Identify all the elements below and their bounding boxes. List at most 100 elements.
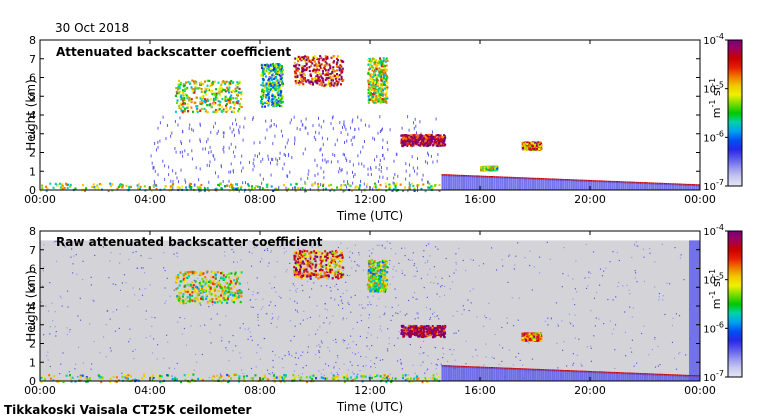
noise-pixel [47, 359, 49, 361]
noise-pixel [392, 315, 394, 317]
signal-pixel [238, 130, 240, 134]
cloud-pixel [228, 290, 231, 293]
noise-pixel [416, 312, 418, 314]
cloud-pixel [260, 95, 263, 98]
cloud-pixel [333, 259, 336, 262]
cloud-pixel [179, 280, 182, 283]
noise-pixel [109, 318, 111, 320]
noise-pixel [232, 292, 234, 294]
noise-pixel [404, 274, 406, 276]
cloud-pixel [302, 57, 305, 60]
cloud-pixel [311, 62, 314, 65]
cloud-pixel [325, 73, 328, 76]
noise-pixel [599, 268, 602, 270]
cloud-pixel [422, 141, 425, 144]
noise-pixel [674, 357, 676, 359]
cloud-pixel [339, 64, 342, 67]
noise-pixel [386, 283, 388, 285]
signal-pixel [374, 137, 375, 141]
cloud-pixel [227, 88, 230, 91]
cloud-pixel [216, 98, 219, 101]
below-base-fill [467, 176, 470, 190]
boundary_layer-pixel [121, 186, 124, 189]
cloud-pixel [338, 78, 341, 81]
cloud-pixel [193, 270, 196, 274]
noise-pixel [318, 350, 320, 352]
cloud-pixel [235, 278, 238, 281]
noise-pixel [357, 352, 359, 354]
cloud-pixel [234, 296, 237, 299]
cloud-pixel [215, 300, 217, 303]
cloud-pixel [406, 135, 408, 138]
cloud-pixel [303, 79, 305, 82]
signal-pixel [346, 139, 348, 143]
cloud-pixel [325, 274, 328, 277]
noise-pixel [228, 360, 230, 362]
cloud-pixel [307, 262, 310, 265]
cloud-pixel [281, 101, 284, 104]
below-base-fill [667, 184, 670, 190]
signal-pixel [379, 159, 381, 162]
cloud-pixel [418, 136, 421, 139]
cloud-pixel [371, 78, 374, 81]
noise-pixel [356, 264, 358, 266]
cloud-pixel [293, 61, 296, 64]
cloud-pixel [212, 99, 215, 102]
cloud-pixel [232, 89, 234, 92]
cloud-pixel [207, 99, 209, 102]
below-base-fill [596, 181, 599, 191]
cloud-pixel [426, 141, 429, 144]
noise-pixel [52, 320, 54, 322]
noise-pixel [297, 248, 300, 250]
noise-pixel [609, 261, 611, 263]
noise-pixel [139, 288, 141, 290]
noise-pixel [108, 277, 110, 279]
cloud-pixel [427, 135, 430, 138]
date-label: 30 Oct 2018 [55, 21, 129, 35]
cloud-pixel [206, 270, 209, 273]
noise-pixel [427, 368, 429, 370]
noise-pixel [282, 367, 284, 369]
noise-pixel [680, 254, 682, 256]
boundary_layer-pixel [215, 187, 218, 190]
noise-pixel [64, 246, 66, 248]
cloud-pixel [317, 64, 320, 67]
cloud-pixel [200, 296, 203, 299]
cloud-pixel [324, 60, 327, 63]
cloud-pixel [266, 90, 269, 93]
noise-pixel [412, 296, 414, 298]
signal-pixel [381, 127, 383, 131]
signal-pixel [284, 153, 286, 157]
cloud-pixel [185, 288, 188, 292]
noise-pixel [242, 323, 244, 325]
noise-pixel [252, 306, 254, 308]
cloud-pixel [223, 291, 226, 294]
cloud-pixel [317, 273, 320, 276]
cloud-pixel [223, 277, 226, 280]
below-base-fill [620, 182, 623, 190]
cloud-pixel [186, 283, 189, 286]
signal-pixel [318, 116, 319, 120]
noise-pixel [366, 284, 368, 287]
cloud-pixel [436, 137, 439, 140]
cloud-pixel [320, 262, 322, 265]
noise-pixel [346, 317, 348, 320]
cloud-pixel [421, 134, 424, 137]
signal-pixel [409, 173, 411, 177]
cloud-pixel [209, 299, 212, 302]
boundary_layer-pixel [224, 185, 227, 188]
boundary_layer-pixel [172, 183, 175, 186]
cloud-pixel [198, 293, 201, 296]
noise-pixel [355, 270, 357, 272]
signal-pixel [302, 152, 304, 156]
signal-pixel [383, 157, 385, 161]
cloud-pixel [224, 296, 227, 299]
cloud-pixel [263, 63, 265, 67]
noise-pixel [93, 340, 95, 343]
noise-pixel [508, 255, 510, 257]
noise-pixel [685, 354, 687, 356]
boundary_layer-pixel [366, 183, 369, 186]
noise-pixel [468, 310, 470, 312]
cloud-pixel [304, 255, 307, 258]
signal-pixel [212, 153, 214, 157]
